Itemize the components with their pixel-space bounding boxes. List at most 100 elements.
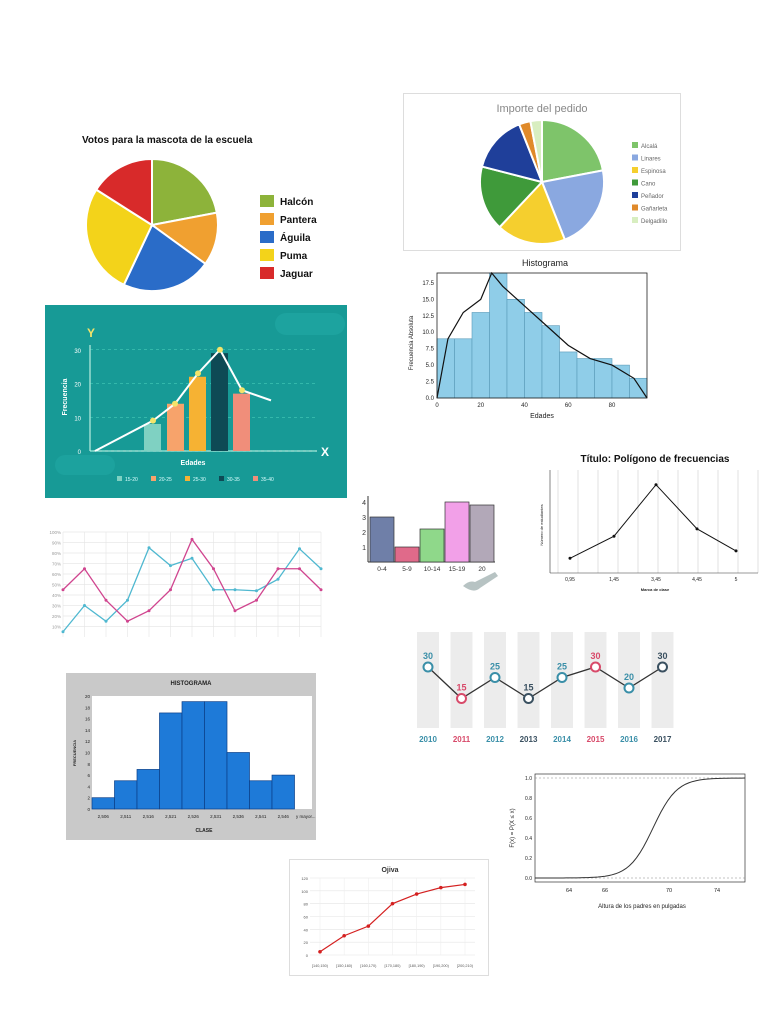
x-tick-label: 0-4 bbox=[377, 566, 387, 573]
legend-swatch bbox=[260, 213, 274, 225]
y-tick-label: 0.6 bbox=[525, 816, 532, 822]
y-tick-label: 1.0 bbox=[525, 776, 532, 782]
histogram-bar bbox=[204, 701, 228, 810]
y-tick-label: 0.0 bbox=[426, 396, 435, 402]
bar-35-40 bbox=[233, 393, 250, 451]
pie-slice-Alcalá bbox=[541, 118, 605, 184]
legend-label: 30-35 bbox=[227, 477, 240, 483]
y-axis-label: Frecuencia Absoluta bbox=[409, 315, 415, 370]
y-tick-label: 18 bbox=[85, 705, 91, 710]
y-tick-label: 16 bbox=[85, 717, 91, 722]
y-tick-label: 80% bbox=[52, 551, 61, 556]
x-tick-label: 66 bbox=[602, 888, 608, 894]
x-tick-label: [140,150) bbox=[312, 964, 329, 968]
x-tick-label: [160,170) bbox=[360, 964, 377, 968]
y-tick-label: 14 bbox=[85, 728, 91, 733]
x-tick-label: 2017 bbox=[654, 735, 672, 744]
column-band bbox=[450, 632, 473, 728]
y-axis-label: Número de estudiantes bbox=[539, 504, 544, 545]
x-tick-label: 2,541 bbox=[255, 814, 267, 819]
y-tick-label: 0.0 bbox=[525, 876, 532, 882]
pie-slice-Delgadillo bbox=[529, 118, 543, 183]
cumulative-distribution: Altura de los padres en pulgadas F(x) = … bbox=[505, 768, 760, 913]
histogram-bar bbox=[576, 358, 595, 399]
pie-slice-Cano bbox=[479, 165, 544, 229]
series-point bbox=[298, 547, 301, 551]
series-point bbox=[61, 588, 65, 592]
chart-title: Histograma bbox=[522, 258, 568, 268]
x-tick-label: 20 bbox=[478, 566, 486, 573]
legend-label: 25-30 bbox=[193, 477, 206, 483]
legend-swatch bbox=[260, 249, 274, 261]
histogram-bar bbox=[226, 752, 250, 810]
ogive-point bbox=[390, 901, 395, 906]
x-tick-label: [200,210) bbox=[457, 964, 474, 968]
series-point bbox=[212, 567, 215, 571]
histogram-bar bbox=[524, 312, 543, 399]
legend-label: 35-40 bbox=[261, 477, 274, 483]
x-tick-label: [180,190) bbox=[409, 964, 426, 968]
x-tick-label: 2011 bbox=[453, 735, 471, 744]
y-tick-label: 20 bbox=[74, 383, 81, 389]
bar-15-19 bbox=[444, 501, 470, 563]
y-tick-label: 12 bbox=[85, 739, 91, 744]
line-chart-years: 30 2010 15 2011 25 2012 15 2013 25 2014 30 2015 20 20… bbox=[400, 622, 680, 750]
x-tick-label: 2,536 bbox=[233, 814, 245, 819]
x-tick-label: 2010 bbox=[419, 735, 437, 744]
year-line bbox=[427, 666, 663, 700]
pie-slice-Jaguar bbox=[94, 157, 153, 227]
histogram-bar bbox=[114, 780, 138, 810]
legend-swatch bbox=[260, 195, 274, 207]
series-point bbox=[190, 537, 194, 541]
pie-legend: Alcalá Linares Espinosa Cano Peñador Gañarlet… bbox=[632, 142, 668, 225]
y-axis-label: F(x) = P(X ≤ x) bbox=[510, 808, 516, 847]
chart-title: HISTOGRAMA bbox=[171, 681, 213, 687]
line-point bbox=[172, 400, 178, 407]
series-point bbox=[319, 588, 323, 592]
pie-slices bbox=[479, 118, 605, 245]
y-tick-label: 5.0 bbox=[426, 363, 435, 369]
histogram-bar bbox=[136, 769, 160, 810]
x-tick-label: 2013 bbox=[520, 735, 538, 744]
x-tick-label: 2,511 bbox=[120, 814, 131, 819]
y-tick-label: 20% bbox=[52, 614, 61, 619]
x-tick-label: 5 bbox=[735, 577, 738, 583]
x-tick-label: 80 bbox=[609, 403, 616, 409]
density-curve bbox=[436, 271, 648, 399]
ogive-point bbox=[318, 949, 322, 954]
x-axis-label: Edades bbox=[530, 413, 554, 420]
y-axis-label: Frecuencia bbox=[62, 378, 69, 415]
polygon-point bbox=[695, 527, 699, 531]
pie-legend: Halcón Pantera Águila Puma Jaguar bbox=[260, 195, 317, 280]
year-point bbox=[523, 693, 534, 704]
legend-swatch bbox=[117, 476, 122, 481]
line-point bbox=[239, 387, 245, 394]
y-tick-label: 0.8 bbox=[525, 796, 532, 802]
y-tick-label: 60% bbox=[52, 572, 61, 577]
series-point bbox=[147, 546, 151, 550]
y-tick-label: 2.5 bbox=[426, 380, 435, 386]
series-point bbox=[319, 567, 323, 571]
histogram-bar bbox=[91, 797, 115, 810]
ogive-point bbox=[439, 885, 443, 890]
legend-swatch bbox=[632, 167, 638, 173]
x-tick-label: 60 bbox=[565, 403, 572, 409]
line-point bbox=[150, 417, 156, 424]
series-point bbox=[61, 630, 65, 634]
x-tick-label: [170,180) bbox=[384, 964, 401, 968]
series-point bbox=[126, 598, 129, 602]
histogram-bar bbox=[471, 312, 490, 399]
x-tick-label: [150,160) bbox=[336, 964, 353, 968]
column-band bbox=[651, 632, 674, 728]
bar-30-35 bbox=[211, 353, 228, 451]
y-tick-label: 6 bbox=[87, 773, 90, 778]
legend-label: 20-25 bbox=[159, 477, 172, 483]
column-band bbox=[584, 632, 607, 728]
legend-swatch bbox=[253, 476, 258, 481]
y-tick-label: 0.2 bbox=[525, 856, 532, 862]
legend-swatch bbox=[632, 192, 638, 198]
pie-chart-pedido: Importe del pedido Alcalá Linares Espinosa… bbox=[403, 93, 681, 251]
y-tick-label: 20 bbox=[85, 694, 91, 699]
histogram-bar bbox=[271, 774, 295, 810]
legend-label: Linares bbox=[641, 157, 661, 163]
